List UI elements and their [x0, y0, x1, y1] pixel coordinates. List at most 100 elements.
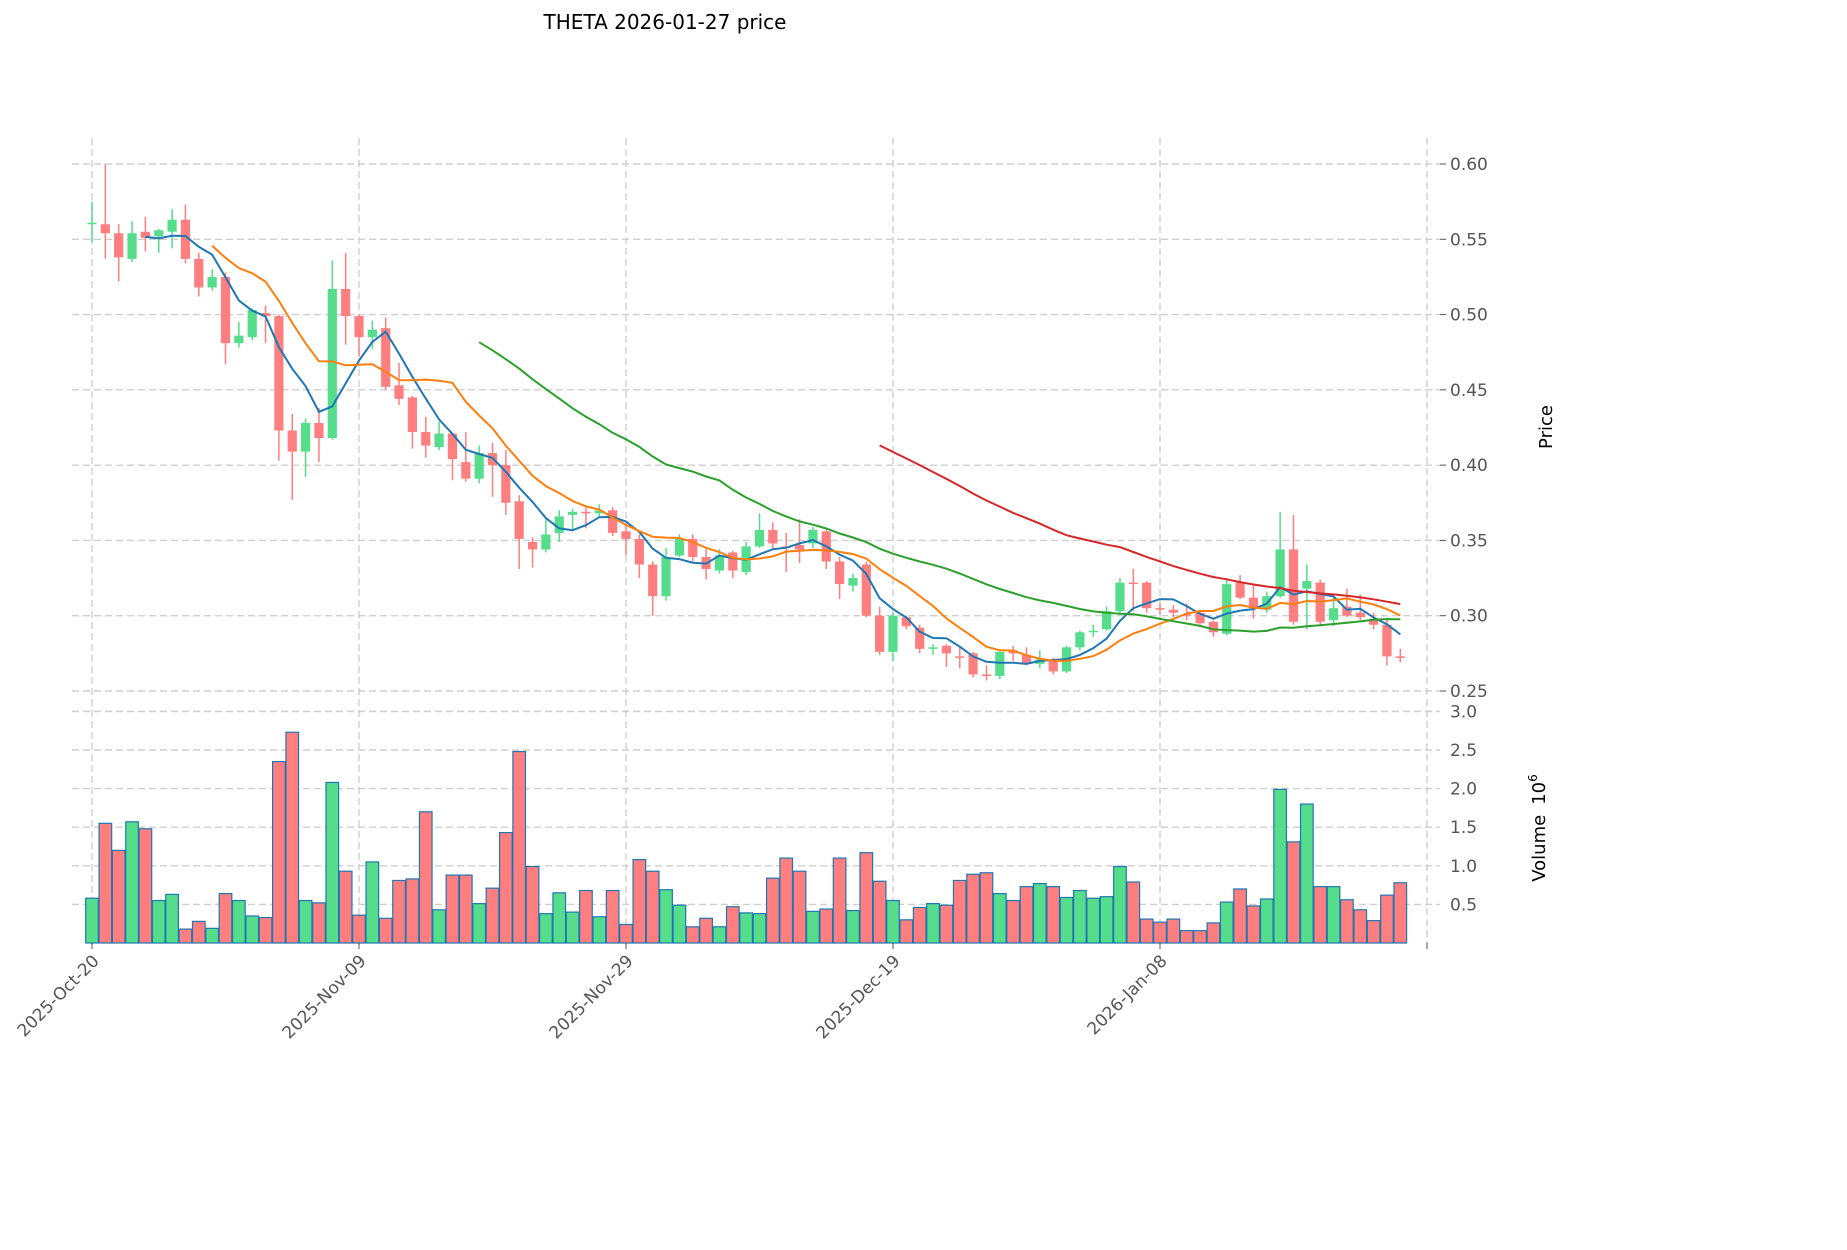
volume-bar	[258, 916, 273, 944]
candle-up	[928, 647, 938, 649]
price-tick-label: 0.40	[1450, 456, 1488, 476]
candle-down	[354, 316, 364, 338]
candle-down	[688, 538, 698, 557]
candle-down	[1155, 608, 1165, 610]
candle-down	[608, 510, 618, 533]
candle-down	[220, 276, 231, 344]
candle-down	[915, 627, 925, 649]
volume-bar	[1193, 930, 1207, 944]
price-axis-label: Price	[1536, 405, 1557, 449]
candle-down	[794, 544, 805, 550]
candle-down	[981, 674, 992, 676]
volume-bar	[565, 911, 580, 944]
price-tick-label: 0.50	[1450, 306, 1488, 326]
volume-bar	[1139, 918, 1154, 944]
volume-bar	[178, 928, 193, 944]
candle-up	[301, 422, 311, 452]
volume-bar	[926, 903, 940, 944]
volume-bar	[699, 917, 713, 944]
candle-down	[1195, 612, 1205, 624]
volume-bar	[125, 821, 139, 944]
candle-up	[594, 510, 604, 514]
volume-bar	[619, 923, 633, 944]
candle-down	[381, 328, 391, 387]
volume-bar	[872, 880, 887, 944]
volume-bar	[418, 811, 433, 944]
candle-up	[1102, 611, 1112, 630]
volume-bar	[365, 861, 380, 944]
candle-up	[367, 329, 377, 338]
volume-bar	[952, 879, 967, 944]
volume-bar	[1006, 899, 1021, 944]
volume-bar	[725, 906, 740, 944]
volume-bar	[498, 832, 513, 944]
candle-down	[1208, 621, 1218, 633]
volume-label: Volume	[1529, 815, 1550, 882]
candle-up	[1115, 582, 1125, 612]
x-tick-label: 2025-Nov-09	[279, 951, 371, 1043]
volume-bar	[525, 865, 540, 944]
candle-down	[1182, 614, 1192, 616]
volume-bar	[1326, 886, 1341, 944]
candle-up	[1302, 581, 1312, 589]
candle-up	[1075, 632, 1085, 648]
volume-bar	[218, 892, 233, 944]
volume-bar	[405, 878, 420, 944]
candle-up	[754, 529, 765, 547]
candle-down	[901, 617, 911, 627]
candle-up	[888, 615, 898, 652]
candle-down	[100, 224, 110, 234]
volume-bar	[165, 893, 180, 944]
candle-up	[327, 288, 337, 439]
candles	[87, 164, 1405, 681]
price-tick-label: 0.55	[1450, 230, 1488, 250]
volume-bar	[1353, 909, 1368, 944]
candle-down	[140, 231, 150, 238]
volume-tick-label: 1.5	[1450, 818, 1477, 838]
candle-down	[1288, 549, 1299, 622]
price-tick-label: 0.60	[1450, 155, 1488, 175]
candle-up	[167, 219, 177, 232]
volume-bar	[939, 904, 954, 944]
volume-bar	[886, 899, 900, 944]
volume-exponent-base: 10	[1529, 782, 1550, 805]
candle-down	[621, 531, 631, 539]
moving-average-lines	[145, 234, 1401, 665]
candle-up	[568, 511, 578, 515]
candle-down	[728, 552, 738, 571]
x-tick-label: 2025-Dec-19	[813, 951, 905, 1043]
volume-bar	[685, 926, 700, 944]
volume-exponent: 6	[1526, 774, 1540, 782]
candle-down	[1008, 650, 1018, 654]
candle-down	[314, 422, 324, 439]
volume-bar	[138, 828, 153, 944]
volume-bar	[1246, 905, 1261, 944]
candle-down	[514, 501, 524, 539]
volume-bar	[1219, 901, 1234, 944]
volume-bar	[85, 897, 99, 944]
candle-down	[1382, 624, 1392, 657]
volume-bar	[231, 899, 246, 944]
candle-down	[527, 541, 538, 550]
candle-down	[447, 433, 458, 460]
volume-bar	[912, 906, 927, 944]
candle-up	[434, 433, 444, 448]
candle-down	[1342, 606, 1352, 616]
volume-bar	[1259, 898, 1274, 944]
candle-down	[968, 653, 978, 675]
volume-bar	[1046, 886, 1061, 944]
volume-bar	[1032, 882, 1047, 944]
volume-bar	[352, 914, 366, 944]
volume-bar	[552, 892, 567, 944]
volume-tick-label: 0.5	[1450, 895, 1477, 915]
volume-tick-label: 2.5	[1450, 741, 1477, 761]
volume-bar	[538, 913, 553, 944]
candle-down	[1369, 618, 1379, 625]
volume-bar	[298, 899, 313, 944]
volume-bar	[592, 916, 607, 944]
candle-down	[1235, 582, 1245, 598]
candle-up	[808, 529, 818, 544]
x-tick-label: 2025-Oct-20	[14, 951, 104, 1041]
candle-up	[154, 230, 164, 237]
volume-bar	[659, 889, 673, 944]
